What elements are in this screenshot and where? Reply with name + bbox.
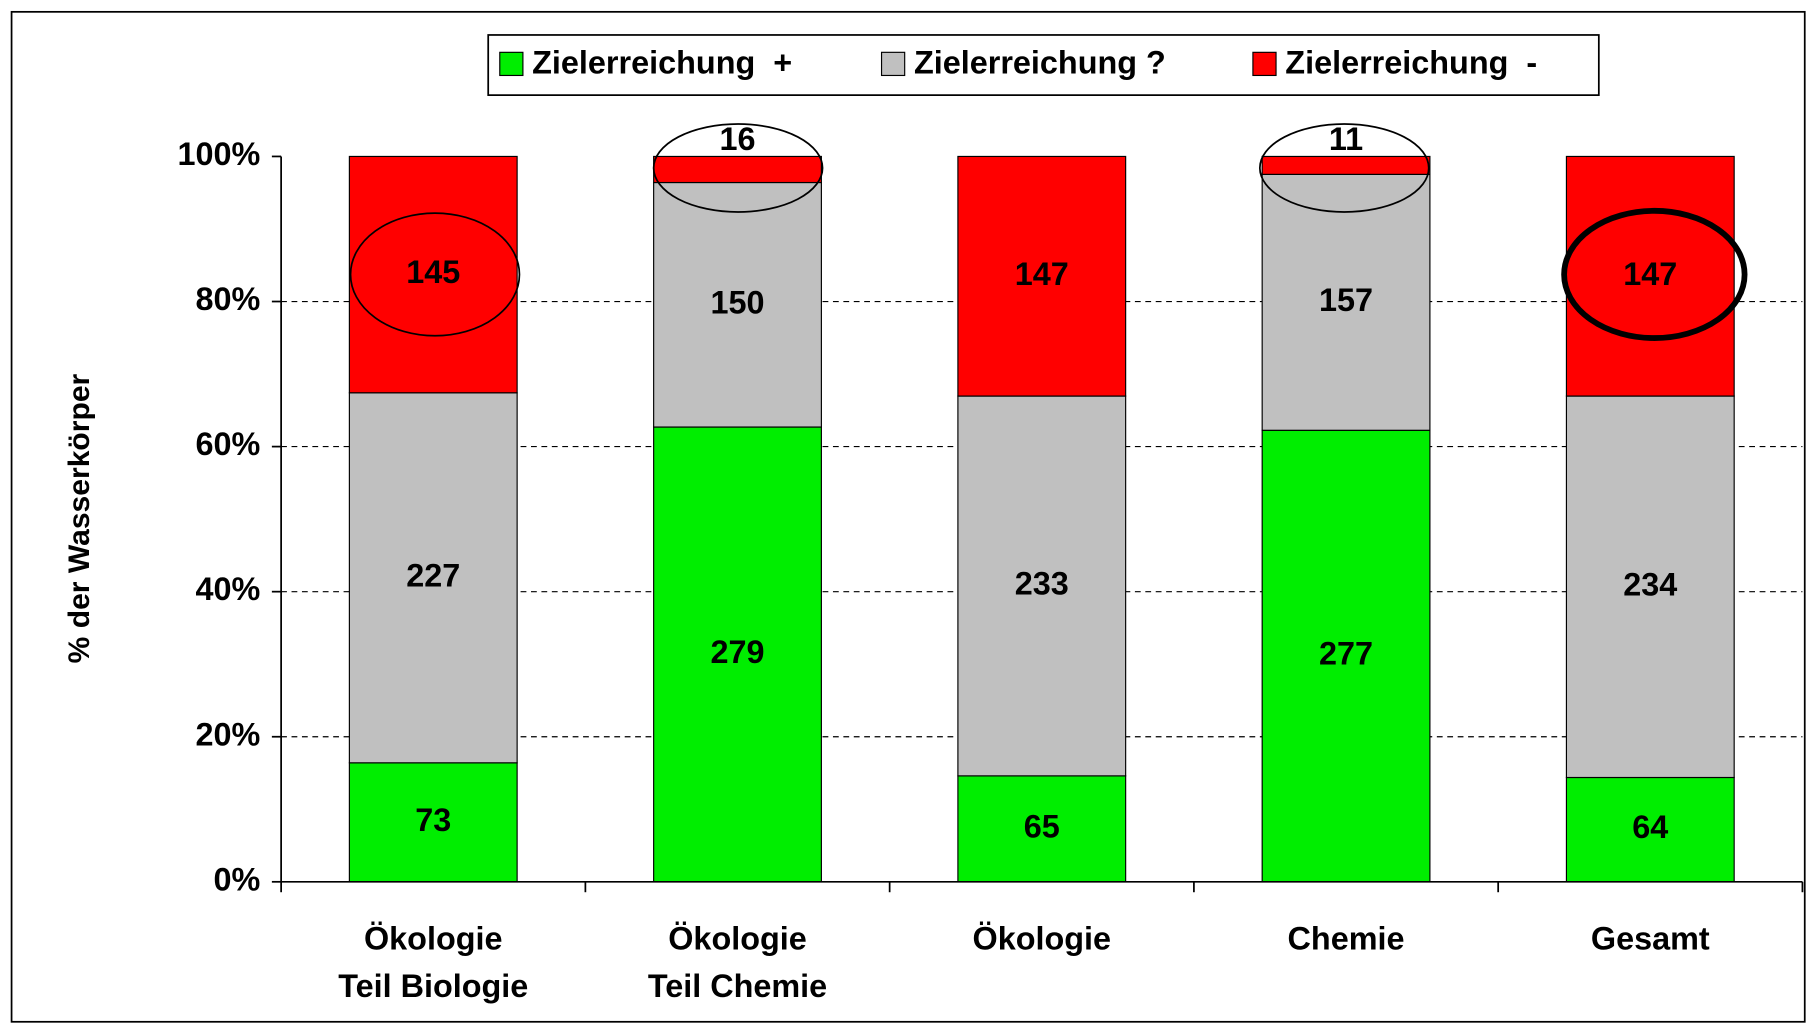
legend-swatch	[880, 51, 906, 77]
x-tick-label: Teil Chemie	[648, 968, 827, 1004]
x-tick-label: Ökologie	[668, 920, 807, 956]
data-label: 279	[711, 634, 765, 670]
legend-label: Zielerreichung +	[532, 45, 792, 81]
bar-segment	[653, 155, 822, 184]
data-label: 234	[1623, 566, 1677, 602]
data-label: 16	[720, 121, 756, 157]
data-label: 11	[1329, 121, 1363, 157]
x-tick-label: Ökologie	[973, 920, 1112, 956]
bar-segment	[348, 392, 518, 764]
data-label: 157	[1319, 282, 1373, 318]
x-tick-label: Chemie	[1288, 920, 1405, 956]
y-tick-label: 100%	[177, 136, 260, 172]
y-tick-label: 20%	[195, 716, 260, 752]
data-label: 147	[1623, 256, 1677, 292]
legend-label: Zielerreichung -	[1285, 45, 1537, 81]
x-tick-label: Teil Biologie	[338, 968, 528, 1004]
annotation-ellipse	[1561, 207, 1748, 341]
data-label: 147	[1015, 256, 1069, 292]
legend-swatch	[499, 51, 524, 77]
legend-label: Zielerreichung ?	[914, 45, 1166, 81]
y-tick-label: 80%	[195, 281, 260, 317]
data-label: 65	[1024, 808, 1060, 844]
bar-segment	[957, 775, 1127, 883]
bar-segment	[1565, 155, 1735, 397]
y-tick-label: 0%	[214, 861, 261, 897]
data-label: 64	[1632, 809, 1668, 845]
bar-segment	[348, 762, 518, 883]
bar-segment	[957, 155, 1127, 397]
bar-segment	[653, 426, 822, 883]
plot	[281, 155, 1803, 883]
annotation-ellipse	[1258, 123, 1430, 213]
y-tick-label: 40%	[195, 571, 260, 607]
annotation-ellipse	[652, 123, 824, 213]
bar-segment	[653, 181, 822, 428]
chart-frame	[10, 10, 1806, 1023]
annotation-ellipse	[349, 212, 521, 337]
data-label: 227	[406, 557, 460, 593]
data-label: 150	[711, 284, 765, 320]
data-label: 73	[415, 802, 451, 838]
data-label: 233	[1015, 566, 1069, 602]
x-tick-label: Gesamt	[1591, 920, 1710, 956]
data-label: 277	[1319, 636, 1373, 672]
annotations	[349, 123, 1748, 341]
legend-swatch	[1252, 51, 1277, 77]
bar-segment	[957, 395, 1127, 777]
bar-segment	[1261, 173, 1431, 431]
bar-segment	[1261, 429, 1431, 883]
bar-segment	[1565, 776, 1735, 883]
x-tick-label: Ökologie	[364, 920, 503, 956]
bar-segment	[348, 155, 518, 394]
bar-segment	[1261, 155, 1431, 175]
y-tick-label: 60%	[195, 426, 260, 462]
y-axis-title: % der Wasserkörper	[63, 373, 96, 663]
legend-box	[487, 34, 1600, 96]
data-label: 145	[406, 254, 460, 290]
